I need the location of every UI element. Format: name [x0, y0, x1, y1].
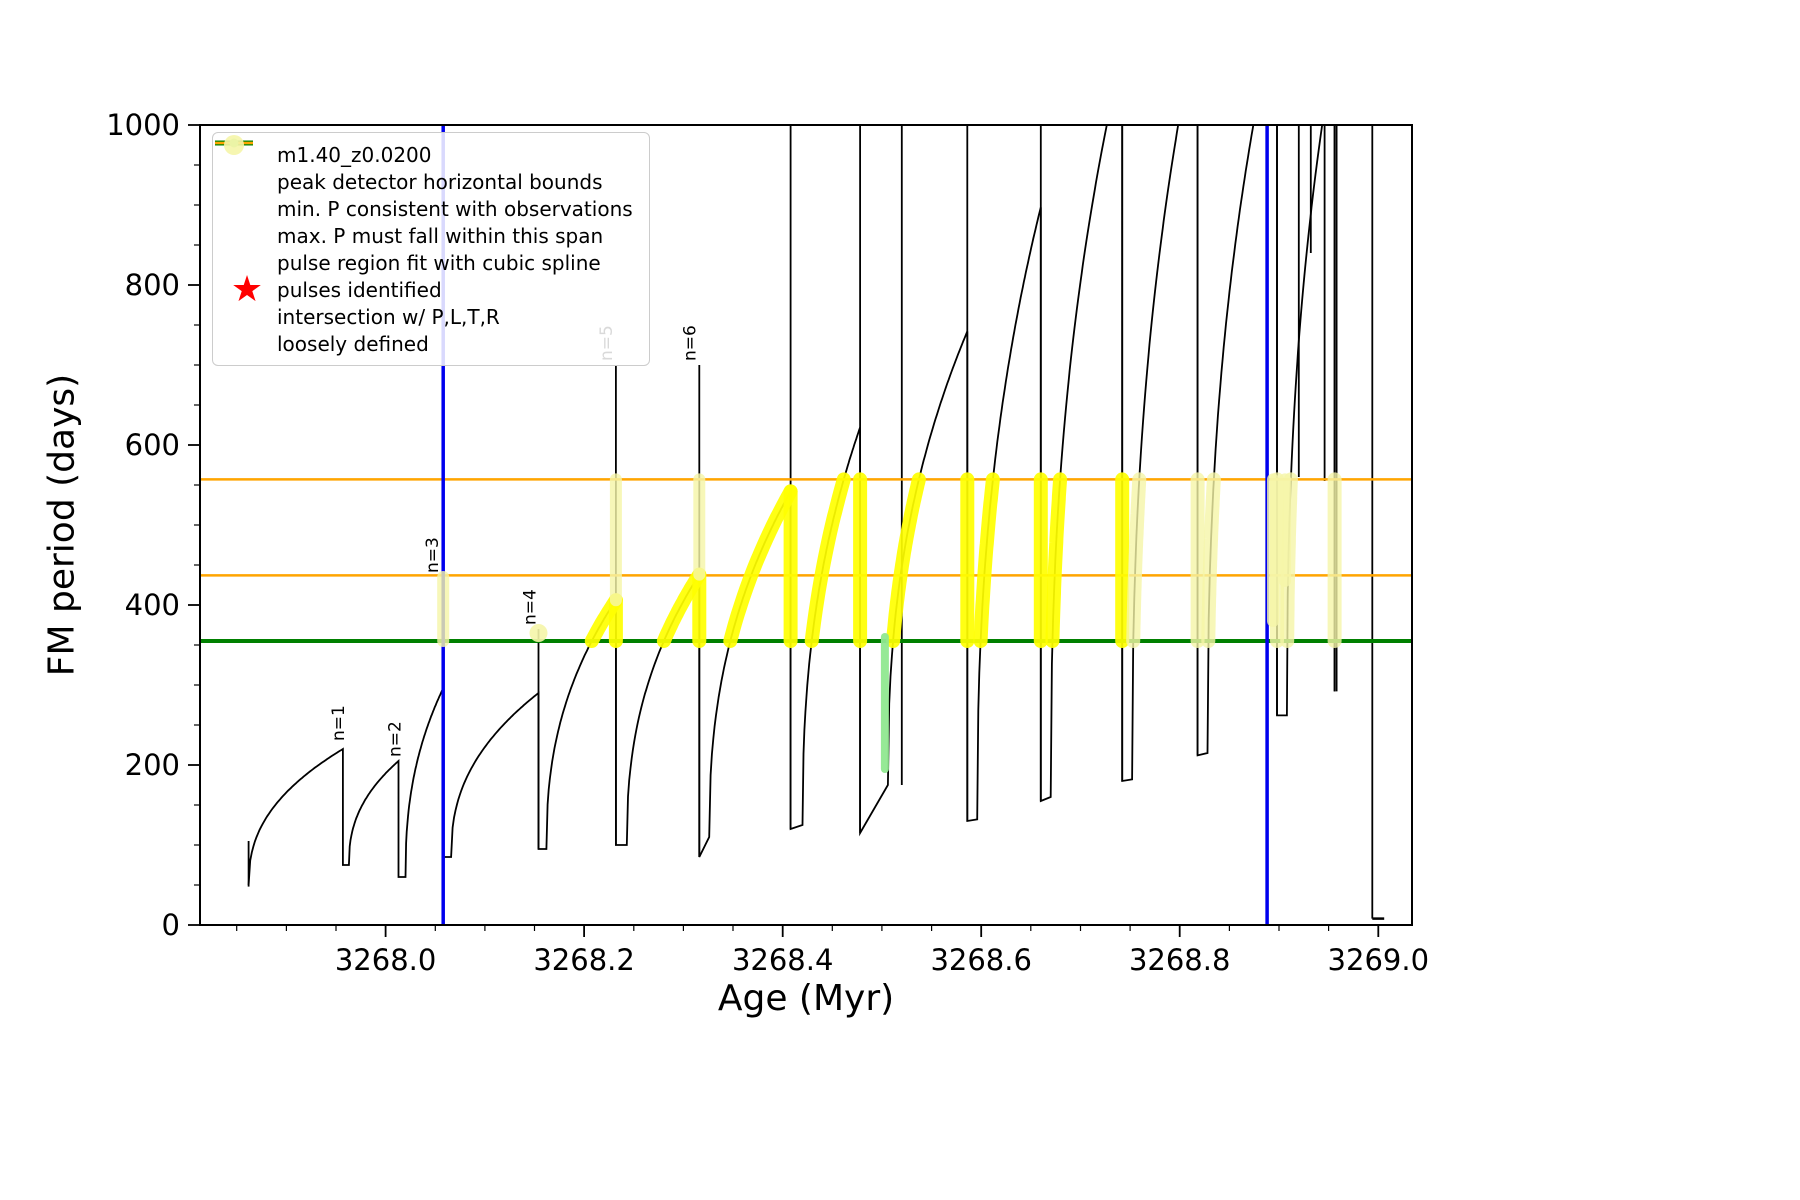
legend-item-label: peak detector horizontal bounds: [277, 169, 603, 194]
loosely-defined-segments: [437, 473, 1291, 647]
y-tick-label: 400: [125, 588, 180, 622]
legend-item: loosely defined: [223, 135, 633, 357]
pale-dot: [529, 624, 548, 642]
legend-item: peak detector horizontal bounds: [215, 140, 633, 195]
x-axis-title: Age (Myr): [717, 978, 895, 1019]
x-tick-label: 3268.4: [732, 943, 833, 977]
legend-item: m1.40_z0.0200: [215, 140, 633, 168]
legend-item-label: min. P consistent with observations: [277, 196, 633, 221]
main-curve: [247, 125, 1336, 886]
legend-item-label: pulse region fit with cubic spline: [277, 250, 601, 275]
legend-item-label: m1.40_z0.0200: [277, 142, 432, 167]
y-tick-label: 1000: [106, 108, 180, 142]
y-tick-label: 800: [125, 268, 180, 302]
axis-ticks: 3268.0 3268.2 3268.4 3268.6 3268.8 3269.0 0 200…: [106, 108, 1429, 977]
y-tick-label: 0: [162, 908, 180, 942]
x-tick-label: 3268.6: [930, 943, 1031, 977]
curve-spikes: [247, 125, 1385, 920]
axes-spines: [199, 124, 1413, 926]
svg-text:n=4: n=4: [521, 589, 541, 625]
svg-text:n=1: n=1: [329, 705, 349, 741]
x-tick-label: 3268.8: [1129, 943, 1230, 977]
plot-contents: n=1n=2n=3n=4n=5n=6: [200, 125, 1412, 925]
legend-item-label: intersection w/ P,L,T,R: [277, 304, 500, 329]
y-tick-label: 200: [125, 748, 180, 782]
legend-item-label: loosely defined: [277, 331, 429, 356]
x-tick-label: 3268.2: [533, 943, 634, 977]
legend-item: min. P consistent with observations: [215, 140, 633, 222]
legend-item-label: pulses identified: [277, 277, 442, 302]
legend-item-label: max. P must fall within this span: [277, 223, 604, 248]
legend-star-icon: ★: [230, 268, 264, 310]
legend-item: intersection w/ P,L,T,R: [223, 303, 633, 330]
svg-text:n=3: n=3: [423, 537, 443, 573]
legend-item: pulse region fit with cubic spline: [223, 138, 633, 276]
legend-item: ★ pulses identified: [223, 268, 633, 310]
y-axis-title: FM period (days): [41, 373, 83, 677]
y-tick-label: 600: [125, 428, 180, 462]
svg-text:n=2: n=2: [386, 721, 406, 757]
svg-text:n=6: n=6: [680, 325, 700, 361]
x-tick-label: 3268.0: [335, 943, 436, 977]
x-tick-label: 3269.0: [1328, 943, 1429, 977]
legend: m1.40_z0.0200 peak detector horizontal bo…: [212, 132, 650, 366]
legend-item: max. P must fall within this span: [215, 141, 633, 249]
